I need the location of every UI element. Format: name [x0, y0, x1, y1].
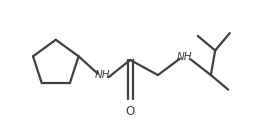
Text: NH: NH	[177, 52, 192, 62]
Text: O: O	[126, 105, 135, 118]
Text: NH: NH	[95, 70, 110, 80]
